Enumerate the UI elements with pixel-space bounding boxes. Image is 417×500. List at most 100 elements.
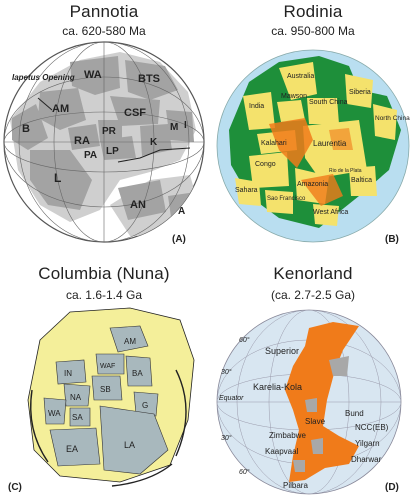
- craton-block: [69, 407, 91, 427]
- map-label: South China: [309, 99, 348, 106]
- map-label: Kalahari: [261, 140, 287, 147]
- map-label: NA: [70, 393, 82, 402]
- craton-yellow: [349, 166, 377, 196]
- panel-title: Kenorland: [273, 264, 353, 283]
- map-label: SA: [72, 413, 83, 422]
- craton-yellow: [313, 204, 339, 226]
- craton-block: [63, 383, 91, 407]
- craton-yellow: [243, 92, 275, 130]
- map-label: PA: [84, 150, 97, 161]
- craton-block: [140, 124, 172, 156]
- map-label: AM: [52, 103, 69, 115]
- craton-block: [133, 391, 159, 417]
- panel-columbia: Columbia (Nuna) ca. 1.6-1.4 Ga AM WAF IN…: [0, 250, 208, 500]
- latitude-label: 60°: [239, 336, 250, 344]
- map-label: K: [150, 137, 158, 148]
- craton-block: [329, 356, 349, 376]
- map-label: AM: [124, 337, 136, 346]
- map-label: Siberia: [349, 89, 371, 96]
- panel-kenorland: Kenorland (ca. 2.7-2.5 Ga) 60° 30° Equat…: [209, 250, 417, 500]
- map-label: WA: [48, 409, 61, 418]
- map-label: WA: [84, 69, 102, 81]
- panel-age: ca. 1.6-1.4 Ga: [65, 288, 143, 302]
- orogen-belt: [301, 174, 343, 206]
- craton-block: [49, 427, 101, 467]
- map-label: Mawson: [281, 93, 307, 100]
- craton-block: [166, 110, 194, 142]
- latitude-label: 30°: [221, 434, 232, 442]
- map-label: Dharwar: [351, 455, 382, 464]
- map-label: NCC(EB): [355, 423, 389, 432]
- craton-yellow: [277, 100, 305, 122]
- map-label: PR: [102, 126, 117, 137]
- map-label: Sao Francisco: [267, 196, 306, 202]
- panel-age: ca. 950-800 Ma: [271, 24, 355, 38]
- map-label: LA: [124, 440, 135, 450]
- craton-yellow: [235, 178, 261, 206]
- kenorland-map: 60° 30° Equator 30° 60° Superior Karelia…: [216, 309, 402, 495]
- craton-block: [311, 438, 323, 454]
- orogen-belt: [329, 128, 353, 150]
- map-label: CSF: [124, 107, 146, 119]
- craton-block: [118, 180, 166, 220]
- supercontinent: [285, 322, 359, 482]
- map-label: Laurentia: [313, 139, 347, 148]
- latitude-label: 30°: [221, 368, 232, 376]
- craton-block: [110, 96, 160, 126]
- map-label: B: [22, 123, 30, 135]
- pannotia-map: Iapetus Opening WA BTS AM CSF B RA PR PA…: [3, 41, 205, 243]
- panel-age: ca. 620-580 Ma: [62, 24, 146, 38]
- panel-rodinia: Rodinia ca. 950-800 Ma Aus: [209, 0, 417, 250]
- map-label: Kaapvaal: [265, 447, 299, 456]
- craton-yellow: [307, 98, 339, 124]
- craton-block: [68, 124, 100, 150]
- craton-block: [305, 398, 317, 412]
- map-label: Yilgarn: [355, 439, 380, 448]
- map-label: RA: [74, 135, 90, 147]
- latitude-label: 60°: [239, 468, 250, 476]
- map-label: Bund: [345, 409, 364, 418]
- map-label: EA: [66, 444, 78, 454]
- map-label: India: [249, 103, 264, 110]
- map-label: Amazonia: [297, 181, 328, 188]
- craton-block: [38, 88, 86, 130]
- map-label: I: [184, 120, 187, 131]
- map-label: Karelia-Kola: [253, 382, 302, 392]
- craton-yellow: [265, 190, 293, 214]
- map-label: G: [142, 401, 148, 410]
- craton-block: [55, 359, 87, 385]
- map-label: AN: [130, 199, 146, 211]
- map-label: IN: [64, 369, 72, 378]
- craton-yellow: [345, 74, 373, 108]
- panel-age: (ca. 2.7-2.5 Ga): [270, 288, 356, 302]
- panel-title: Columbia (Nuna): [38, 264, 170, 283]
- panel-letter: (A): [172, 234, 186, 245]
- craton-block: [70, 56, 120, 95]
- rodinia-map: Australia India Mawson South China Siber…: [216, 49, 410, 243]
- map-label: Zimbabwe: [269, 431, 306, 440]
- columbia-map: AM WAF IN SB BA NA WA SA G EA LA: [27, 307, 195, 487]
- latitude-label: Equator: [219, 395, 244, 402]
- panel-letter: (D): [385, 482, 399, 493]
- craton-block: [95, 353, 125, 375]
- panel-letter: (C): [8, 482, 22, 493]
- map-label: A: [178, 206, 185, 217]
- craton-block: [43, 397, 67, 425]
- map-label: Slave: [305, 417, 326, 426]
- map-label: West Africa: [313, 209, 348, 216]
- map-label: L: [54, 171, 61, 185]
- map-label: Congo: [255, 161, 276, 168]
- craton-yellow: [249, 152, 289, 188]
- map-label: North China: [375, 115, 410, 122]
- craton-block: [12, 104, 48, 150]
- map-label: BA: [132, 369, 143, 378]
- panel-pannotia: Pannotia ca. 620-580 Ma: [0, 0, 208, 250]
- map-label: LP: [106, 146, 119, 157]
- map-label: Australia: [287, 73, 314, 80]
- map-label: Baltica: [351, 177, 372, 184]
- panel-title: Rodinia: [283, 2, 343, 21]
- map-label: Pilbara: [283, 481, 308, 490]
- craton-block: [91, 375, 123, 401]
- map-label: Sahara: [235, 187, 258, 194]
- orogen-belt: [269, 118, 313, 168]
